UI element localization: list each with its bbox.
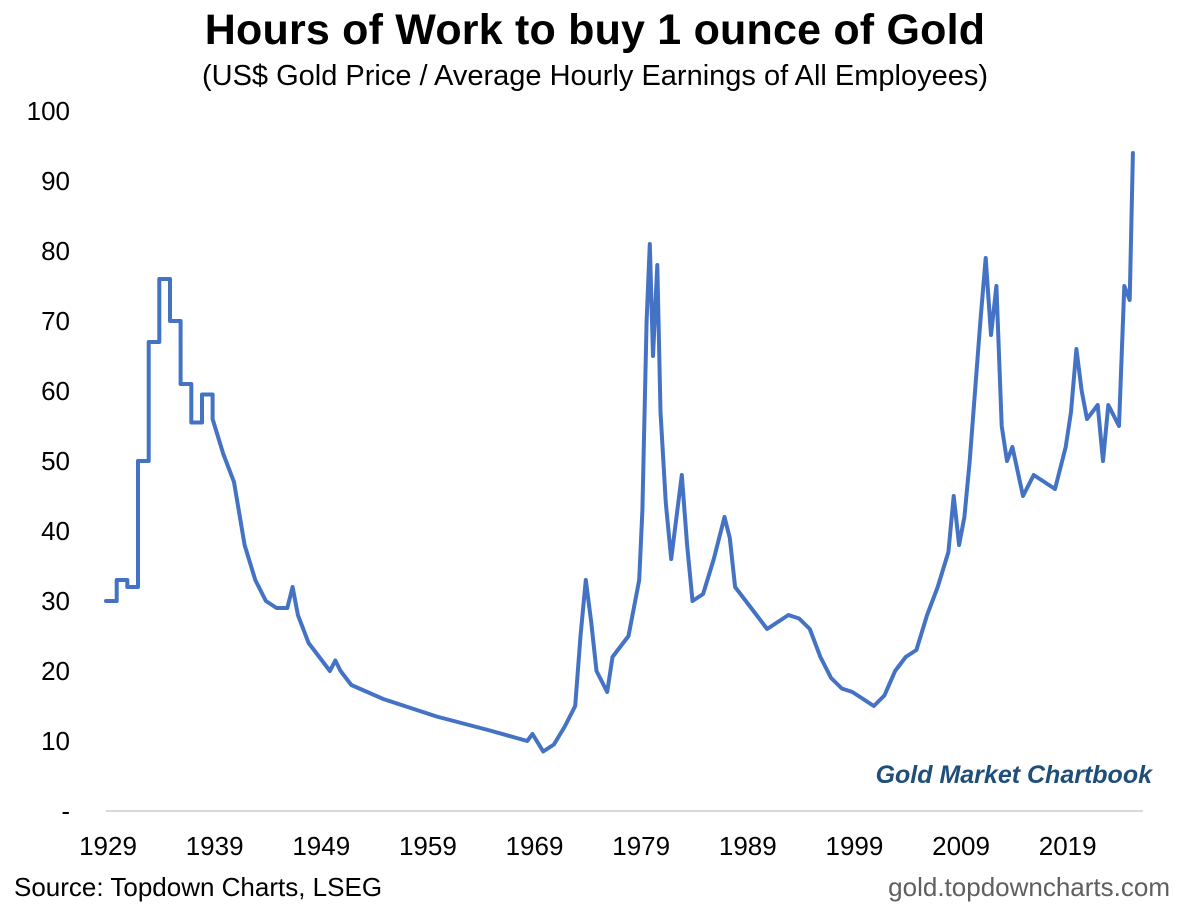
y-tick-label: 30 [41, 586, 70, 616]
y-tick-label: 90 [41, 166, 70, 196]
watermark-text: Gold Market Chartbook [876, 761, 1154, 789]
y-tick-label: 60 [41, 376, 70, 406]
x-tick-label: 1969 [506, 831, 564, 861]
x-tick-label: 1999 [826, 831, 884, 861]
source-note: Source: Topdown Charts, LSEG [14, 872, 383, 902]
x-tick-label: 1959 [399, 831, 457, 861]
x-tick-label: 1929 [79, 831, 137, 861]
x-tick-label: 1939 [186, 831, 244, 861]
x-tick-label: 1949 [292, 831, 350, 861]
y-tick-label: 40 [41, 516, 70, 546]
site-url: gold.topdowncharts.com [888, 872, 1170, 902]
y-tick-label: - [61, 796, 70, 826]
y-tick-label: 70 [41, 306, 70, 336]
y-tick-label: 10 [41, 726, 70, 756]
x-tick-label: 2019 [1039, 831, 1097, 861]
x-axis-ticks: 1929 1939 1949 1959 1969 1979 1989 1999 2009 2019 [79, 831, 1097, 861]
y-tick-label: 100 [27, 96, 70, 126]
chart-title: Hours of Work to buy 1 ounce of Gold [204, 6, 986, 54]
series-line [104, 151, 1135, 754]
y-tick-label: 80 [41, 236, 70, 266]
x-tick-label: 2009 [932, 831, 990, 861]
x-tick-label: 1979 [612, 831, 670, 861]
y-tick-label: 50 [41, 446, 70, 476]
chart-subtitle: (US$ Gold Price / Average Hourly Earning… [201, 60, 989, 92]
y-tick-label: 20 [41, 656, 70, 686]
x-tick-label: 1989 [719, 831, 777, 861]
y-axis-ticks: - 10 20 30 40 50 60 70 80 90 100 [27, 96, 70, 826]
